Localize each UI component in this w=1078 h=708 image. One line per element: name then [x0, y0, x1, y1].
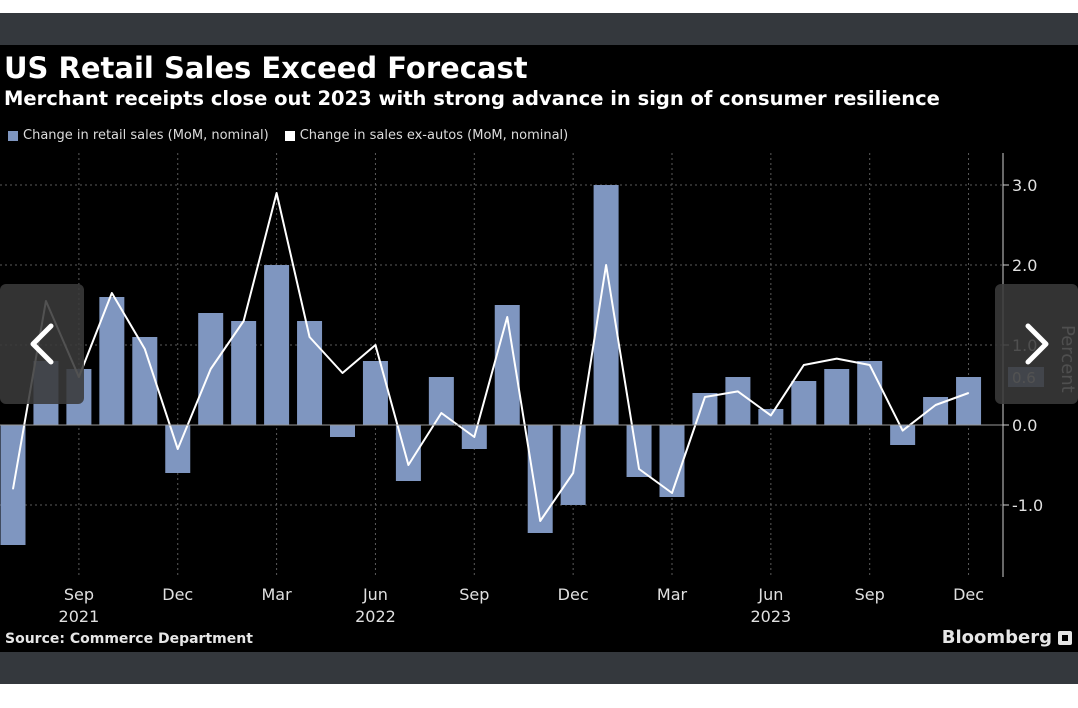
- bar-2023-12: [956, 377, 982, 425]
- legend-label-retail-sales: Change in retail sales (MoM, nominal): [23, 128, 269, 143]
- line-point-2021-07: [12, 488, 14, 490]
- bar-2023-07: [791, 381, 817, 425]
- line-point-2023-01: [605, 264, 607, 266]
- previous-slide-button[interactable]: [0, 284, 84, 404]
- y-tick-label: -1.0: [1012, 496, 1043, 515]
- line-point-2023-02: [638, 468, 640, 470]
- bar-2023-05: [725, 377, 751, 425]
- line-point-2023-09: [869, 364, 871, 366]
- line-point-2022-11: [539, 520, 541, 522]
- line-point-2023-12: [967, 392, 970, 394]
- line-point-2021-10: [111, 292, 113, 294]
- line-point-2023-08: [836, 358, 838, 360]
- chevron-right-icon: [1025, 323, 1048, 365]
- x-tick-label: Dec: [953, 585, 984, 604]
- line-point-2022-05: [341, 372, 344, 374]
- x-tick-label: Mar: [262, 585, 293, 604]
- x-tick-label: Mar: [657, 585, 688, 604]
- chart-title: US Retail Sales Exceed Forecast: [4, 51, 528, 85]
- bloomberg-terminal-icon: [1058, 630, 1072, 645]
- bar-2022-12: [560, 425, 586, 505]
- line-point-2023-10: [902, 430, 904, 432]
- x-tick-label: Sep: [855, 585, 885, 604]
- brand-name: Bloomberg: [941, 627, 1052, 648]
- next-slide-button[interactable]: [995, 284, 1078, 404]
- bar-2023-08: [824, 369, 850, 425]
- bar-2022-02: [231, 321, 257, 425]
- x-tick-year-label: 2021: [59, 607, 100, 626]
- line-point-2023-04: [704, 396, 706, 398]
- y-tick-label: 3.0: [1012, 176, 1037, 195]
- viewer-top-bar: [0, 13, 1078, 45]
- line-point-2022-06: [374, 344, 377, 346]
- line-point-2022-01: [210, 368, 212, 370]
- line-point-2022-02: [243, 320, 245, 322]
- line-point-2022-10: [506, 316, 508, 318]
- line-point-2023-07: [803, 364, 805, 366]
- line-point-2023-05: [737, 390, 739, 392]
- bar-2022-03: [264, 265, 290, 425]
- x-tick-label: Dec: [558, 585, 589, 604]
- line-point-2023-11: [935, 404, 937, 406]
- x-tick-year-label: 2022: [355, 607, 396, 626]
- x-tick-label: Sep: [459, 585, 489, 604]
- line-point-2022-03: [276, 192, 278, 194]
- line-point-2022-07: [407, 464, 409, 466]
- x-tick-label: Jun: [757, 585, 783, 604]
- x-tick-year-label: 2023: [750, 607, 791, 626]
- bar-2023-10: [890, 425, 916, 445]
- source-note: Source: Commerce Department: [5, 631, 253, 647]
- bar-2022-08: [428, 377, 454, 425]
- line-point-2022-04: [308, 336, 311, 338]
- legend-item-retail-sales: Change in retail sales (MoM, nominal): [8, 128, 269, 143]
- brand-logo: Bloomberg: [942, 627, 1072, 648]
- bar-2023-09: [857, 361, 883, 425]
- x-tick-label: Dec: [162, 585, 193, 604]
- chart-plot: 3.02.01.00.0-1.00.6PercentSep2021DecMarJ…: [0, 153, 1078, 626]
- legend: Change in retail sales (MoM, nominal) Ch…: [8, 128, 584, 143]
- line-point-2023-03: [671, 492, 673, 494]
- line-point-2021-12: [177, 448, 179, 450]
- line-point-2023-06: [770, 414, 772, 416]
- y-tick-label: 2.0: [1012, 256, 1037, 275]
- bar-2023-06: [758, 409, 784, 425]
- chevron-left-icon: [30, 323, 54, 365]
- line-series-ex-autos: [12, 192, 969, 522]
- bar-2022-05: [330, 425, 355, 437]
- y-tick-label: 0.0: [1012, 416, 1037, 435]
- chart-subtitle: Merchant receipts close out 2023 with st…: [4, 87, 940, 110]
- x-tick-label: Sep: [64, 585, 94, 604]
- line-point-2022-09: [473, 436, 475, 438]
- legend-swatch-bar: [8, 130, 18, 141]
- legend-swatch-line: [284, 130, 295, 141]
- line-point-2022-08: [440, 412, 442, 414]
- bar-2021-10: [99, 297, 125, 425]
- legend-item-ex-autos: Change in sales ex-autos (MoM, nominal): [284, 128, 569, 143]
- bar-2022-06: [362, 361, 388, 425]
- bar-2023-01: [593, 185, 619, 425]
- line-point-2022-12: [572, 472, 574, 474]
- viewer-bottom-bar: [0, 652, 1078, 684]
- legend-label-ex-autos: Change in sales ex-autos (MoM, nominal): [299, 128, 569, 143]
- line-point-2021-11: [144, 348, 146, 350]
- chart-card: US Retail Sales Exceed Forecast Merchant…: [0, 45, 1078, 652]
- x-tick-label: Jun: [362, 585, 388, 604]
- bar-2023-03: [659, 425, 685, 497]
